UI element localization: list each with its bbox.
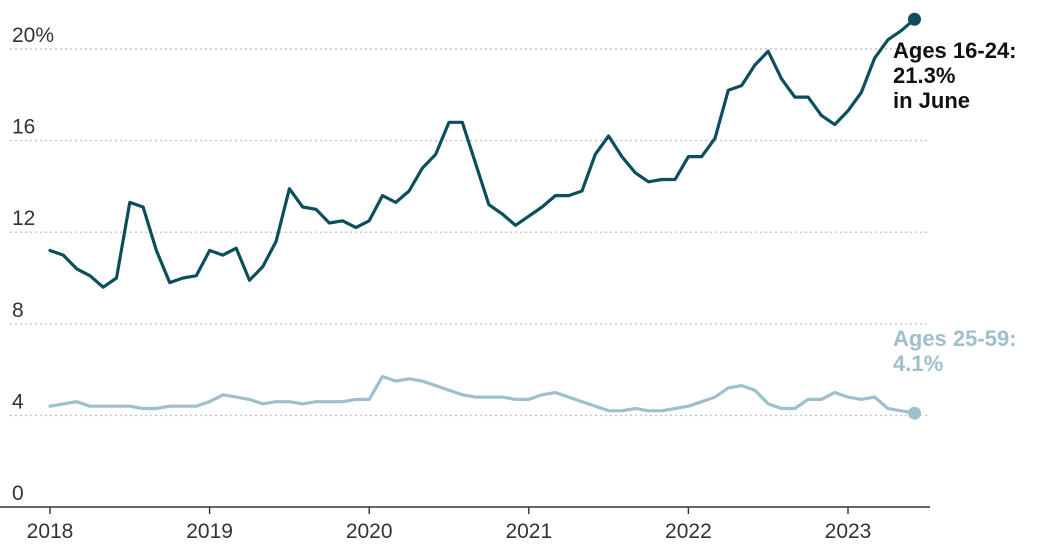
x-tick-label: 2021	[505, 520, 552, 543]
y-tick-label: 16	[12, 116, 35, 139]
series-end-label: Ages 25-59:	[893, 326, 1017, 351]
series-line-ages-25-59	[48, 374, 917, 415]
series-endpoint-ages-25-59	[908, 406, 921, 420]
x-axis-ticks: 2018 2019 2020 2021 2022 2023	[27, 507, 872, 543]
x-tick-label: 2023	[825, 520, 872, 543]
series-endpoint-ages-16-24	[908, 12, 921, 26]
y-tick-label: 8	[12, 299, 24, 322]
x-tick-label: 2022	[665, 520, 712, 543]
y-tick-label: 20%	[12, 24, 54, 47]
series-line-ages-16-24	[48, 17, 917, 289]
series-end-label: 4.1%	[893, 351, 943, 376]
series-lines	[48, 12, 921, 420]
x-tick-label: 2018	[27, 520, 74, 543]
series-end-labels: Ages 16-24:21.3%in June Ages 25-59:4.1%	[893, 38, 1017, 376]
y-tick-labels: 0 4 8 12 16 20%	[12, 24, 54, 505]
x-tick-label: 2019	[186, 520, 233, 543]
y-tick-label: 4	[12, 390, 24, 413]
y-tick-label: 0	[12, 482, 24, 505]
series-end-label: Ages 16-24:	[893, 38, 1017, 63]
x-tick-label: 2020	[346, 520, 393, 543]
y-tick-label: 12	[12, 207, 35, 230]
series-end-label: in June	[893, 88, 970, 113]
series-end-label: 21.3%	[893, 63, 955, 88]
y-gridlines	[10, 48, 930, 417]
